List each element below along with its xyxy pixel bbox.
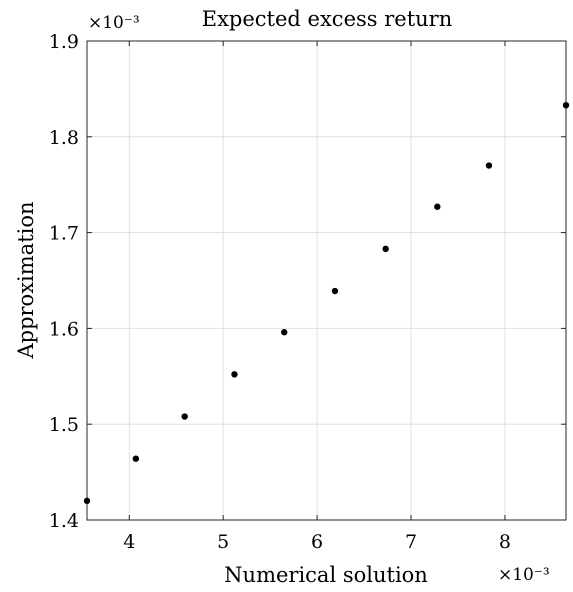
x-tick-label: 8 — [499, 531, 511, 553]
data-point — [231, 371, 238, 378]
chart-title: Expected excess return — [202, 7, 452, 31]
data-point — [181, 413, 188, 420]
data-point — [485, 162, 493, 169]
y-tick-label: 1.5 — [49, 414, 79, 436]
y-tick-label: 1.7 — [49, 223, 79, 245]
data-point — [331, 287, 339, 295]
x-tick-label: 6 — [311, 531, 323, 553]
y-tick-label: 1.6 — [49, 318, 79, 340]
data-point — [434, 203, 441, 210]
y-tick-label: 1.8 — [49, 127, 79, 149]
y-tick-label: 1.4 — [49, 510, 79, 532]
y-axis-label: Approximation — [14, 201, 38, 359]
data-points — [83, 101, 570, 505]
data-point — [281, 329, 288, 336]
x-tick-label: 4 — [123, 531, 135, 553]
x-axis-ticks: 4 5 6 7 8 — [123, 41, 511, 553]
x-tick-label: 5 — [217, 531, 229, 553]
data-point — [83, 497, 91, 505]
y-axis-ticks: 1.4 1.5 1.6 1.7 1.8 1.9 — [49, 31, 566, 532]
data-point — [132, 455, 140, 462]
plot-area-frame — [86, 40, 567, 521]
y-tick-label: 1.9 — [49, 31, 79, 53]
data-point — [382, 245, 389, 253]
x-axis-label: Numerical solution — [224, 563, 428, 587]
x-tick-label: 7 — [405, 531, 417, 553]
grid-lines — [87, 40, 566, 521]
x-axis-multiplier: ×10⁻³ — [498, 565, 550, 585]
data-point — [562, 101, 570, 109]
y-axis-multiplier: ×10⁻³ — [88, 13, 140, 33]
